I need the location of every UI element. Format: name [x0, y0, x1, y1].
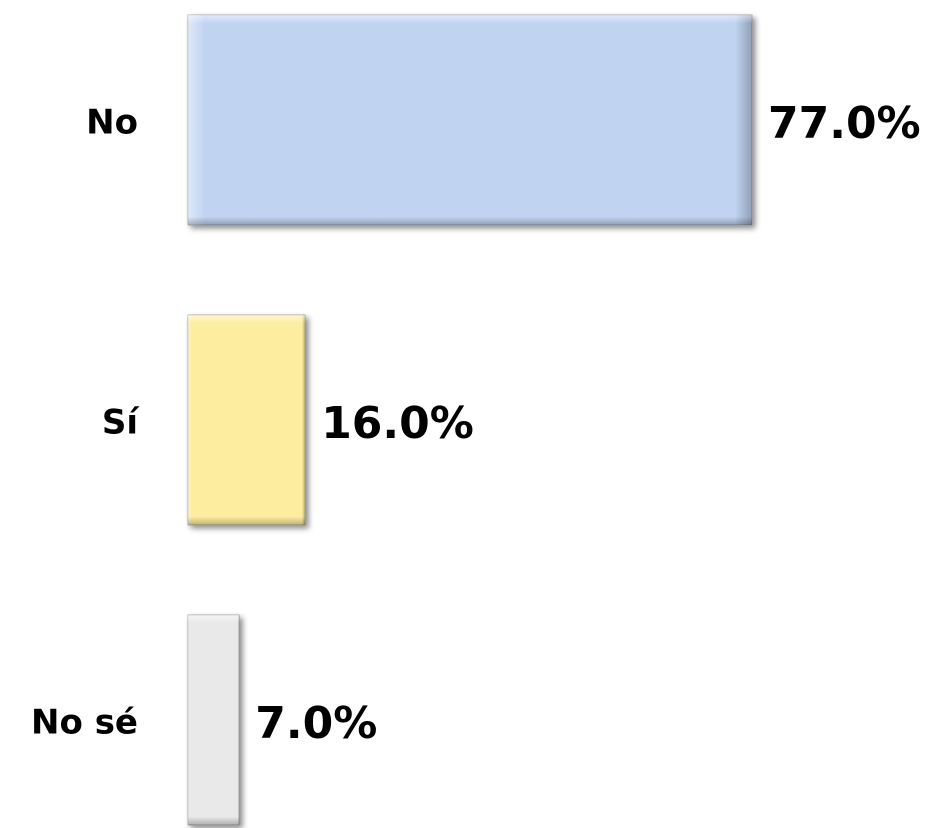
value-label: 77.0% — [768, 98, 921, 149]
category-label: No — [86, 103, 138, 143]
value-label: 7.0% — [255, 698, 377, 749]
category-label: Sí — [102, 403, 140, 443]
bar-bevel — [188, 315, 306, 525]
value-label: 16.0% — [321, 398, 474, 449]
bar-bevel — [188, 615, 240, 825]
category-label: No sé — [31, 703, 138, 743]
bar-bevel — [188, 15, 752, 225]
